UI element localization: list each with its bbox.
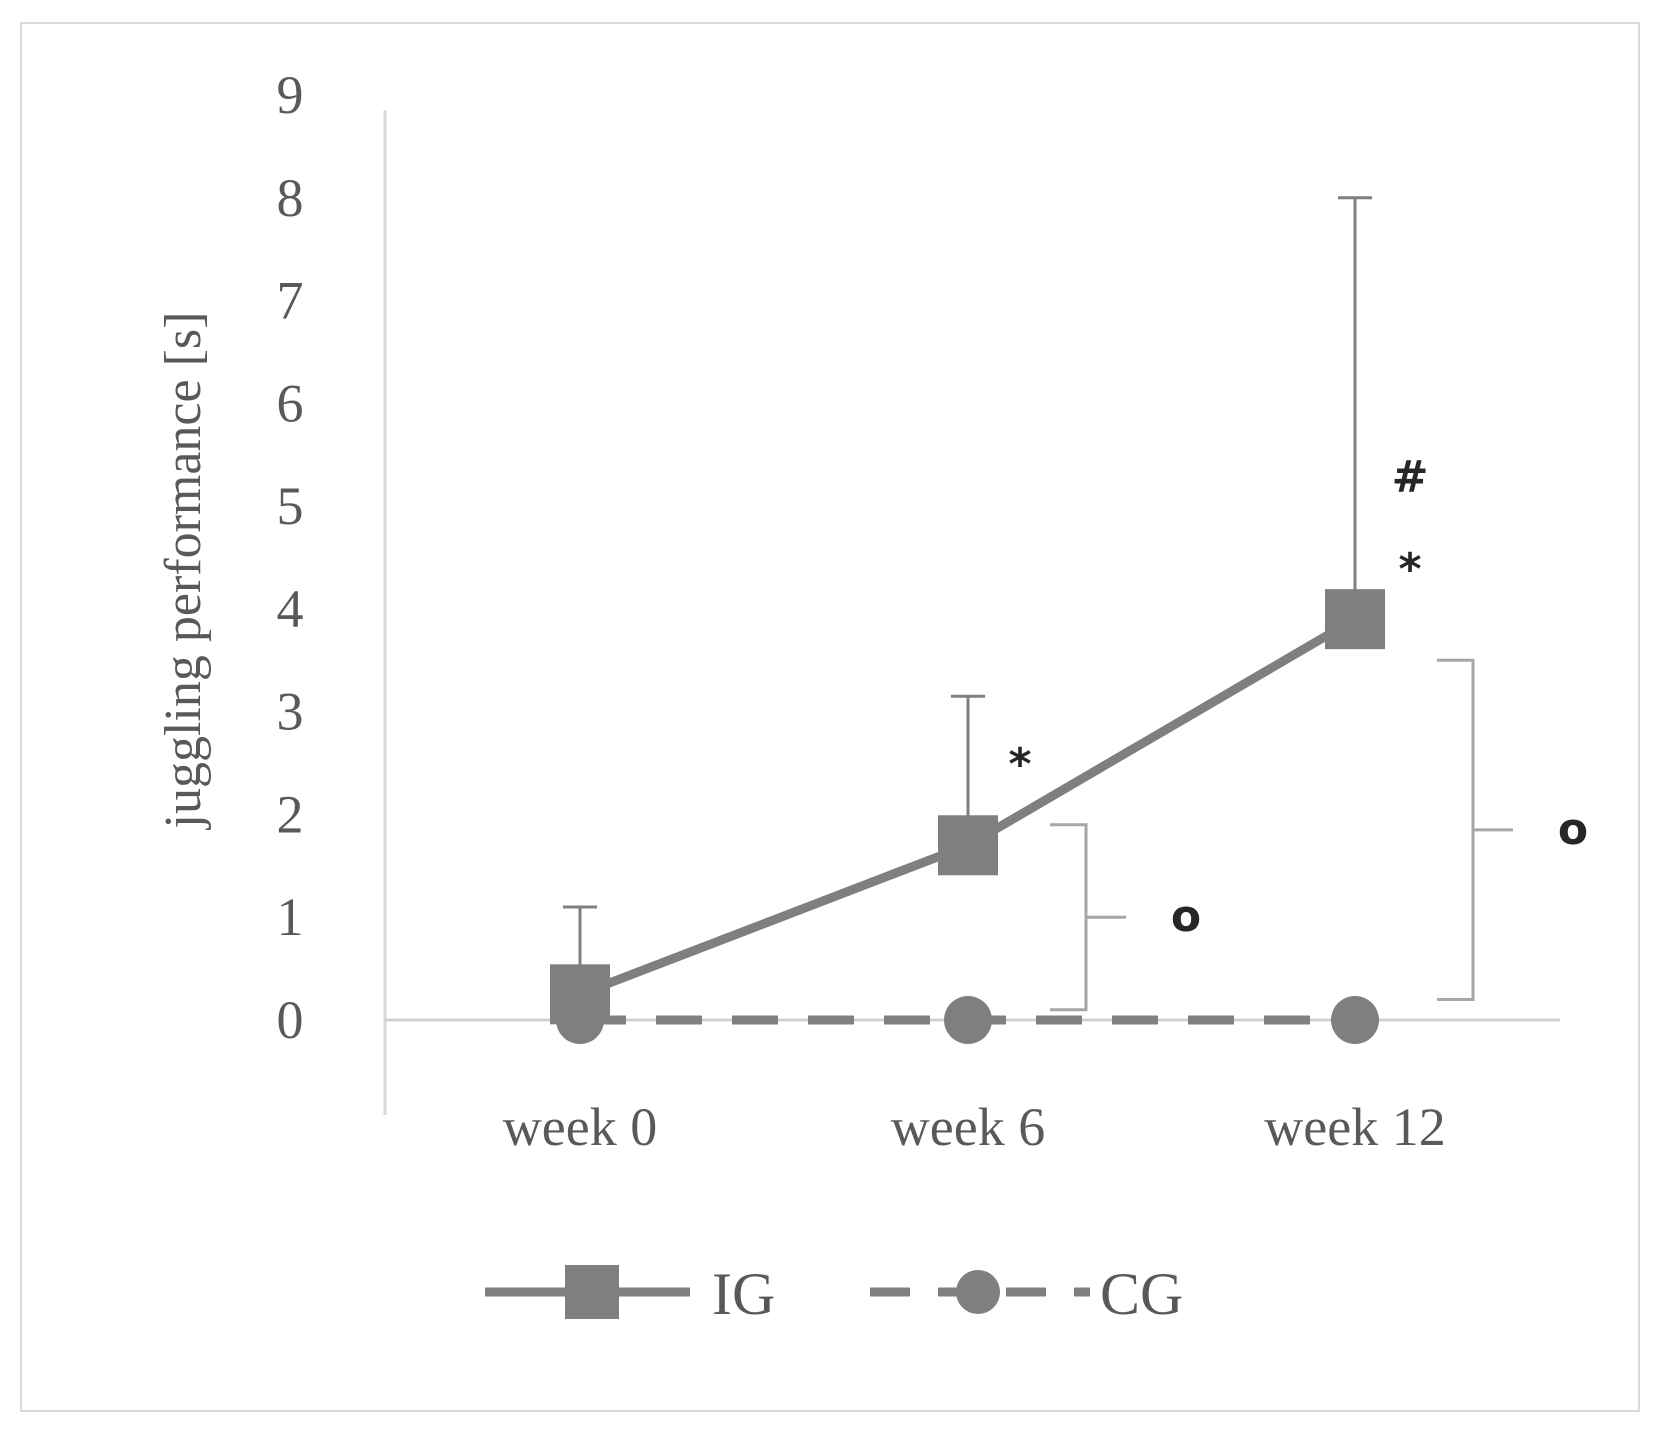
x-tick-label: week 0 bbox=[503, 1097, 657, 1157]
data-point-cg bbox=[1331, 996, 1379, 1044]
data-point-cg bbox=[944, 996, 992, 1044]
significance-symbol-between-groups: o bbox=[1171, 891, 1201, 942]
y-tick-labels: 0 1 2 3 4 5 6 7 8 9 bbox=[277, 65, 304, 1050]
legend-label-ig: IG bbox=[712, 1261, 775, 1327]
y-tick-label: 1 bbox=[277, 887, 304, 947]
x-tick-label: week 12 bbox=[1264, 1097, 1445, 1157]
y-tick-label: 8 bbox=[277, 168, 304, 228]
x-tick-label: week 6 bbox=[891, 1097, 1045, 1157]
legend-marker-ig bbox=[565, 1265, 619, 1319]
y-tick-label: 5 bbox=[277, 476, 304, 536]
legend: IG CG bbox=[485, 1261, 1183, 1327]
significance-symbol-within-group: # bbox=[1392, 451, 1429, 502]
legend-label-cg: CG bbox=[1100, 1261, 1183, 1327]
x-tick-labels: week 0 week 6 week 12 bbox=[503, 1097, 1446, 1157]
legend-marker-cg bbox=[956, 1270, 1000, 1314]
significance-symbol-between-groups: o bbox=[1558, 804, 1588, 855]
chart-frame bbox=[20, 22, 1640, 1412]
y-tick-label: 4 bbox=[277, 579, 304, 639]
significance-annotations: * * # o o bbox=[1008, 451, 1588, 1012]
y-tick-label: 2 bbox=[277, 784, 304, 844]
y-axis-title: juggling performance [s] bbox=[155, 312, 212, 831]
y-tick-label: 9 bbox=[277, 65, 304, 125]
significance-symbol-within-group: * bbox=[1008, 739, 1031, 790]
y-tick-label: 3 bbox=[277, 682, 304, 742]
data-point-ig bbox=[938, 815, 998, 876]
data-point-ig bbox=[550, 964, 610, 1025]
y-tick-label: 7 bbox=[277, 271, 304, 331]
series bbox=[550, 589, 1385, 1044]
significance-bracket bbox=[1050, 823, 1126, 1012]
data-point-ig bbox=[1325, 589, 1385, 650]
significance-bracket bbox=[1437, 658, 1513, 1001]
y-tick-label: 6 bbox=[277, 373, 304, 433]
y-tick-label: 0 bbox=[277, 990, 304, 1050]
significance-symbol-within-group: * bbox=[1398, 544, 1421, 595]
